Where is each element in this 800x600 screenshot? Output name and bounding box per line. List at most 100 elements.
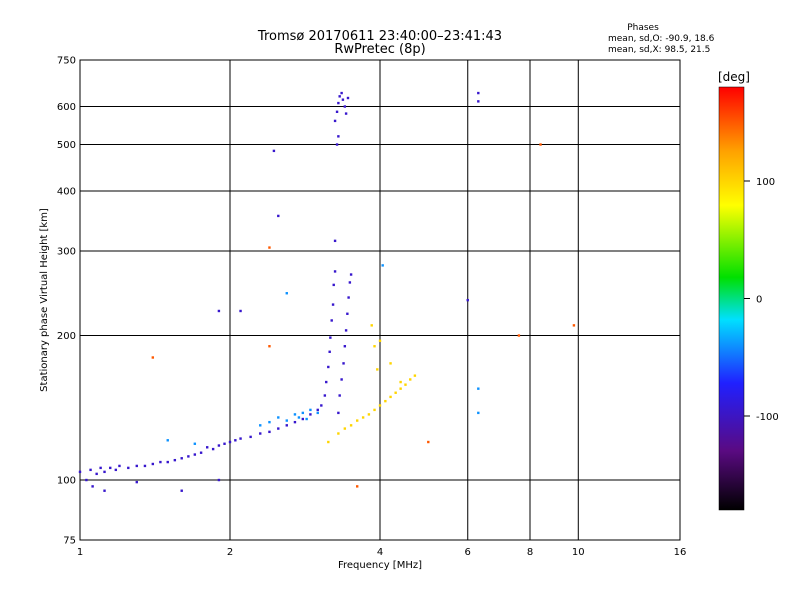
data-point-O (331, 303, 335, 306)
data-point-X (343, 427, 347, 430)
x-tick-label: 4 (377, 547, 383, 558)
data-point-O (109, 466, 112, 470)
data-point-O (239, 309, 242, 313)
y-tick-label: 300 (57, 247, 76, 258)
x-axis-ticks: 1 2 4 6 8 10 16 (77, 547, 687, 558)
y-tick-label: 500 (57, 140, 76, 151)
data-point-O (272, 149, 276, 153)
data-point-O (118, 464, 121, 468)
data-point-O (228, 440, 232, 444)
x-tick-label: 8 (527, 547, 533, 558)
data-point-O (166, 460, 169, 464)
scatter-points (78, 91, 576, 492)
y-tick-label: 75 (63, 536, 76, 547)
data-point-X (370, 324, 373, 327)
data-point-mixed (293, 413, 297, 416)
data-point-X (394, 391, 397, 394)
data-point-outliers (539, 143, 542, 146)
data-point-O (78, 470, 82, 474)
grid (80, 60, 680, 540)
data-point-X (413, 374, 417, 377)
data-point-O (341, 98, 345, 101)
data-point-O (337, 101, 340, 105)
data-point-O (477, 100, 480, 103)
x-tick-label: 16 (674, 547, 687, 558)
data-point-O (193, 453, 197, 456)
data-point-O (199, 451, 203, 454)
data-point-O (99, 466, 102, 470)
data-point-mixed (259, 424, 262, 427)
data-point-mixed (301, 411, 305, 415)
data-point-O (173, 458, 177, 462)
data-point-O (114, 468, 118, 472)
y-tick-label: 200 (57, 331, 76, 342)
data-point-O (343, 345, 347, 348)
data-point-O (309, 413, 312, 416)
data-point-O (277, 214, 280, 218)
data-point-O (95, 472, 98, 476)
data-point-O (223, 442, 226, 445)
data-point-O (217, 478, 221, 482)
colorbar-label: [deg] (718, 70, 750, 84)
data-point-X (349, 424, 353, 427)
data-point-O (348, 281, 352, 284)
data-point-O (277, 427, 280, 430)
y-axis-label: Stationary phase Virtual Height [km] (39, 208, 50, 392)
data-point-mixed (166, 439, 169, 442)
data-point-O (135, 464, 138, 468)
data-point-outliers (151, 356, 155, 359)
chart-title: Tromsø 20170611 23:40:00–23:41:43 (257, 29, 502, 44)
x-tick-label: 2 (227, 547, 233, 558)
data-point-O (323, 394, 327, 397)
data-point-O (293, 420, 297, 424)
data-point-X (337, 432, 340, 435)
data-point-O (159, 460, 162, 464)
colorbar (718, 86, 745, 511)
data-point-O (268, 430, 271, 434)
data-point-O (347, 296, 350, 299)
data-point-O (329, 336, 332, 339)
data-point-O (346, 96, 350, 100)
data-point-mixed (268, 420, 271, 424)
data-point-O (205, 446, 209, 449)
phase-x-stats: mean, sd,X: 98.5, 21.5 (608, 45, 710, 55)
data-point-O (143, 464, 147, 468)
y-tick-label: 750 (57, 56, 76, 67)
data-point-X (399, 387, 402, 390)
data-point-mixed (193, 442, 197, 445)
y-tick-label: 100 (57, 476, 76, 487)
phase-box-title: Phases (627, 23, 659, 33)
data-point-outliers (268, 246, 271, 249)
data-point-outliers (355, 485, 359, 488)
x-tick-label: 6 (465, 547, 471, 558)
data-point-mixed (309, 408, 312, 412)
data-point-O (344, 112, 348, 115)
data-point-X (409, 378, 412, 381)
data-point-outliers (572, 324, 576, 327)
data-point-O (343, 105, 347, 108)
data-point-O (338, 394, 341, 397)
y-axis-ticks: 75 100 200 300 400 500 600 750 (57, 56, 76, 547)
data-point-O (180, 489, 183, 492)
data-point-mixed (477, 387, 480, 390)
data-point-O (330, 319, 333, 322)
data-point-O (135, 480, 138, 484)
data-point-O (320, 404, 323, 407)
phase-o-stats: mean, sd,O: -90.9, 18.6 (608, 34, 715, 44)
data-point-X (376, 368, 379, 371)
x-axis-label: Frequency [MHz] (338, 560, 422, 571)
data-point-O (259, 432, 262, 435)
colorbar-tick-label: 0 (756, 295, 762, 306)
data-point-O (466, 298, 469, 302)
y-tick-label: 400 (57, 187, 76, 198)
data-point-O (338, 95, 341, 98)
data-point-O (217, 444, 221, 447)
data-point-mixed (381, 264, 384, 267)
data-point-O (337, 411, 340, 415)
data-point-X (355, 419, 359, 422)
data-point-mixed (316, 411, 319, 415)
chart-subtitle: RwPretec (8p) (334, 42, 425, 57)
data-point-O (337, 135, 340, 138)
data-point-X (373, 408, 376, 412)
